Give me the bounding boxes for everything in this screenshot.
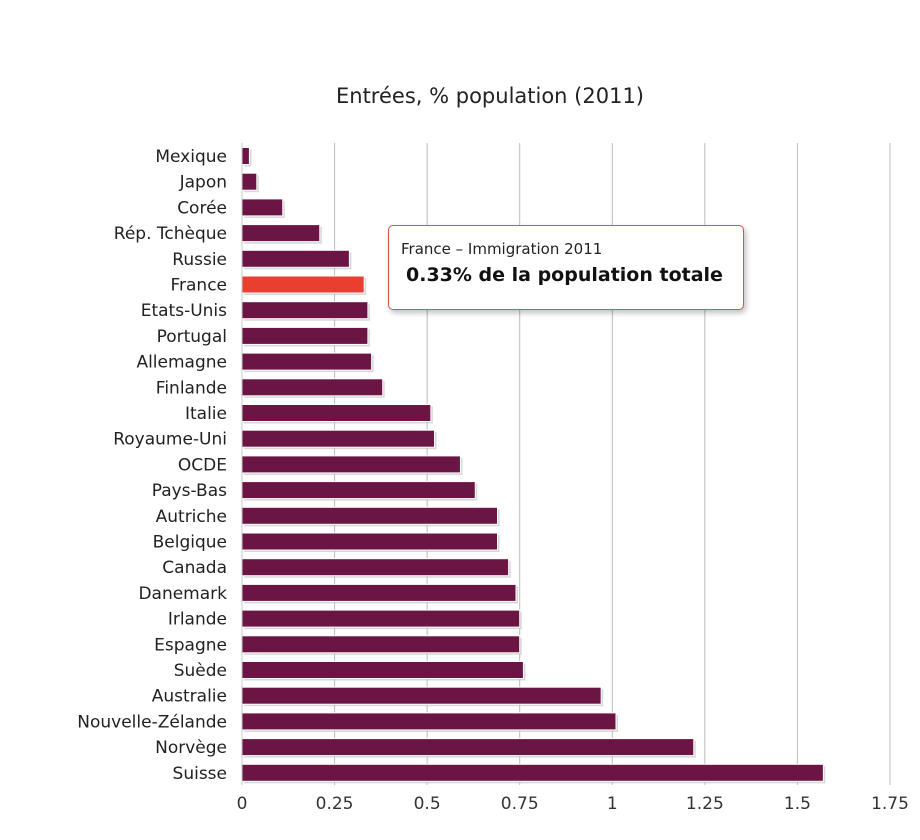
x-tick-label: 0.75 <box>501 794 539 814</box>
category-label: Belgique <box>153 533 227 553</box>
x-tick-label: 0 <box>237 794 248 814</box>
bar <box>241 429 436 448</box>
category-label: Nouvelle-Zélande <box>77 712 227 732</box>
category-label: Suède <box>174 661 227 681</box>
category-label: Royaume-Uni <box>113 430 227 450</box>
category-label: Italie <box>185 404 227 424</box>
bar <box>241 712 617 731</box>
category-label: France <box>170 276 227 296</box>
tooltip: France – Immigration 2011 0.33% de la po… <box>388 225 744 310</box>
bar <box>241 609 521 628</box>
category-label: Russie <box>172 250 227 270</box>
bar <box>241 378 384 397</box>
category-label: Australie <box>152 687 227 707</box>
category-label: Danemark <box>138 584 227 604</box>
x-tick-label: 0.5 <box>414 794 441 814</box>
category-label: Finlande <box>156 378 227 398</box>
bar <box>241 198 284 217</box>
category-label: Rép. Tchèque <box>114 224 227 244</box>
category-label: Mexique <box>155 147 227 167</box>
category-label: Autriche <box>156 507 227 527</box>
bar <box>241 404 432 422</box>
bar <box>241 583 517 602</box>
category-label: Allemagne <box>136 353 227 373</box>
bar <box>241 326 369 345</box>
bar <box>241 686 602 705</box>
bar <box>241 532 498 551</box>
bar <box>241 558 510 577</box>
category-label: Suisse <box>173 764 227 784</box>
bar <box>241 147 250 165</box>
bar <box>241 481 476 500</box>
category-label: Etats-Unis <box>141 301 227 321</box>
category-label: Japon <box>179 173 227 193</box>
bar <box>241 172 258 191</box>
x-tick-label: 1 <box>607 794 618 814</box>
x-tick-label: 1.25 <box>686 794 724 814</box>
bar <box>241 506 498 525</box>
category-label: Espagne <box>154 635 227 655</box>
x-tick-label: 1.75 <box>871 794 909 814</box>
category-label: Corée <box>177 198 227 218</box>
bar <box>241 455 461 474</box>
bar <box>241 301 369 320</box>
bar <box>241 635 521 654</box>
chart-title: Entrées, % population (2011) <box>336 84 644 108</box>
category-label: Pays-Bas <box>152 481 227 501</box>
category-label: OCDE <box>178 455 227 475</box>
bar <box>241 224 321 243</box>
bar <box>241 763 824 782</box>
bar-highlight <box>241 275 365 294</box>
category-label: Canada <box>162 558 227 578</box>
bar <box>241 738 695 757</box>
category-label: Irlande <box>168 610 227 630</box>
bar <box>241 352 373 371</box>
bar <box>241 661 524 679</box>
x-tick-label: 0.25 <box>316 794 354 814</box>
tooltip-title: France – Immigration 2011 <box>401 240 603 258</box>
bar <box>241 249 350 268</box>
category-label: Portugal <box>157 327 227 347</box>
category-label: Norvège <box>155 738 227 758</box>
tooltip-value: 0.33% de la population totale <box>406 264 723 286</box>
x-tick-label: 1.5 <box>784 794 811 814</box>
